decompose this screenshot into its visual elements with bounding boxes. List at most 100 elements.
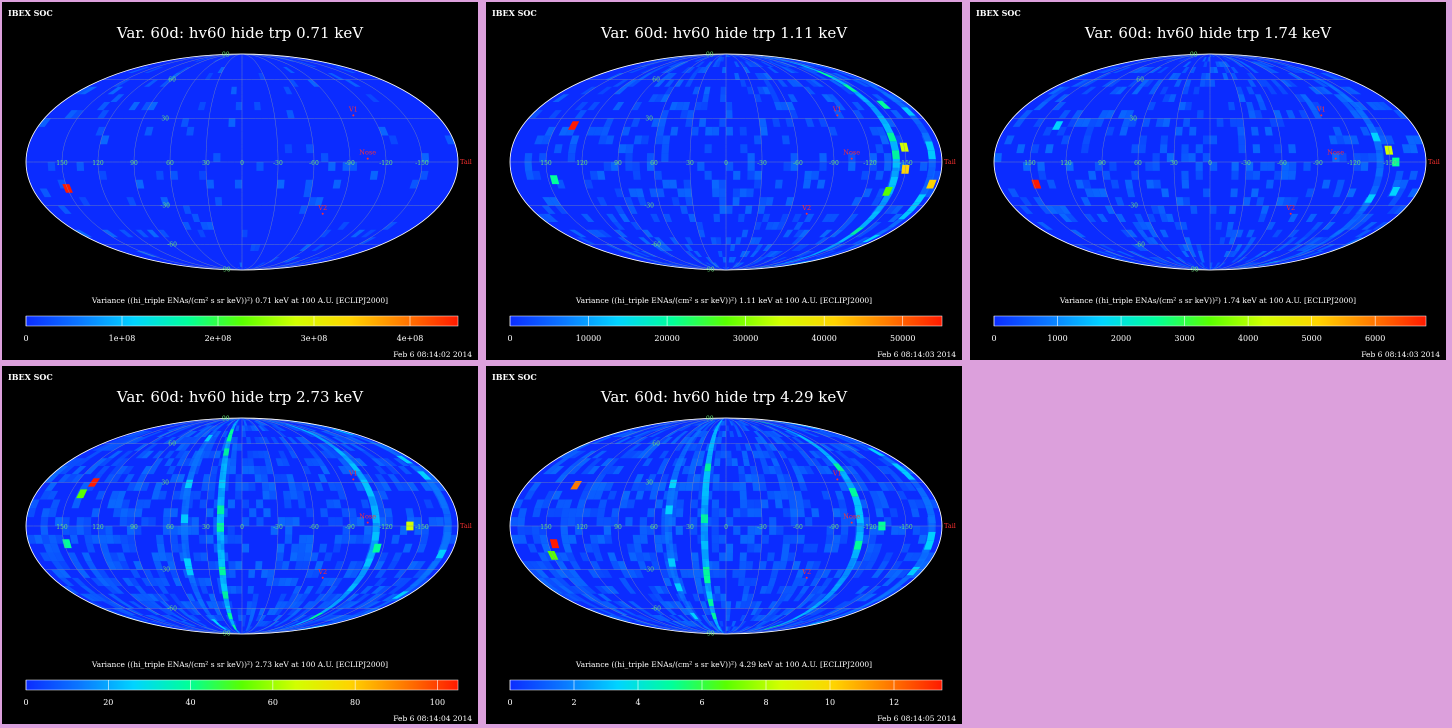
sky-cell (765, 586, 774, 594)
sky-cell (1281, 170, 1289, 180)
sky-cell (808, 593, 822, 602)
sky-cell (635, 188, 645, 198)
sky-cell (213, 431, 222, 437)
sky-cell (691, 621, 703, 627)
sky-cell (1145, 162, 1153, 171)
sky-cell (839, 86, 855, 95)
sky-cell (660, 244, 673, 251)
hotspot-cell (549, 175, 560, 185)
sky-cell (720, 421, 725, 426)
sky-cell (334, 67, 357, 73)
sky-cell (242, 267, 247, 270)
sky-cell (747, 626, 763, 631)
streak-cell (667, 488, 676, 497)
sky-cell (818, 118, 829, 127)
streak-cell (699, 423, 709, 430)
streak-cell (360, 479, 372, 488)
streak-cell (358, 566, 370, 576)
sky-cell (712, 126, 720, 136)
sky-cell (688, 73, 698, 80)
sky-cell (1246, 86, 1255, 95)
streak-cell (796, 434, 812, 442)
ibex-soc-header: IBEX SOC (492, 372, 537, 382)
sky-cell (313, 621, 338, 627)
sky-cell (352, 608, 373, 615)
sky-cell (1051, 205, 1065, 214)
sky-cell (644, 482, 654, 491)
sky-cell (761, 421, 785, 426)
streak-cell (229, 619, 235, 625)
sky-cell (1257, 102, 1267, 111)
sky-cell (242, 418, 247, 421)
sky-cell (230, 450, 237, 459)
sky-cell (1210, 162, 1218, 171)
sky-cell (741, 626, 753, 631)
sky-cell (1288, 170, 1297, 180)
sky-cell (865, 543, 876, 553)
sky-cell (600, 126, 611, 136)
sky-cell (779, 102, 790, 111)
sky-cell (625, 144, 634, 154)
sky-cell (611, 615, 634, 621)
lat-label: 90 (222, 52, 230, 59)
sky-cell (231, 443, 238, 451)
sky-cell (640, 257, 663, 263)
sky-cell (739, 188, 747, 198)
sky-cell (1161, 188, 1170, 198)
sky-cell (228, 561, 236, 570)
sky-cell (339, 443, 356, 451)
streak-cell (828, 248, 851, 256)
streak-cell (854, 505, 864, 515)
sky-cell (110, 586, 125, 594)
streak-cell (429, 558, 443, 567)
sky-cell (587, 569, 600, 578)
sky-cell (726, 631, 731, 634)
streak-cell (226, 434, 233, 442)
sky-cell (229, 466, 236, 475)
sky-cell (302, 601, 315, 609)
sky-cell (657, 118, 667, 127)
sky-cell (839, 534, 848, 544)
sky-cell (628, 188, 638, 198)
sky-cell (1246, 73, 1257, 80)
marker-label: Tail (460, 522, 472, 530)
sky-cell (67, 552, 79, 562)
sky-cell (323, 552, 333, 562)
hotspot-cell (76, 489, 88, 499)
streak-cell (1375, 150, 1384, 159)
sky-cell (1254, 94, 1264, 102)
sky-cell (275, 458, 284, 466)
lat-label: 60 (652, 441, 660, 448)
streak-cell (1322, 234, 1339, 242)
sky-cell (655, 543, 664, 553)
sky-cell (1250, 188, 1259, 198)
colorbar (25, 679, 459, 691)
sky-cell (766, 626, 792, 631)
sky-cell (96, 102, 111, 111)
sky-cell (784, 425, 805, 431)
sky-cell (622, 79, 638, 87)
sky-cell (788, 499, 797, 509)
sky-cell (300, 615, 316, 621)
sky-cell (39, 188, 52, 198)
sky-cell (738, 474, 746, 483)
sky-cell (55, 534, 65, 544)
sky-cell (1295, 67, 1317, 73)
sky-cell (343, 466, 356, 475)
sky-cell (305, 508, 314, 518)
sky-cell (685, 431, 696, 437)
sky-cell (903, 482, 917, 491)
sky-cell (414, 517, 422, 526)
sky-cell (726, 102, 733, 111)
sky-cell (563, 593, 582, 602)
sky-cell (618, 213, 631, 222)
sky-cell (826, 526, 834, 535)
sky-cell (820, 569, 832, 578)
sky-cell (1148, 86, 1159, 95)
sky-cell (223, 626, 232, 631)
sky-cell (1289, 197, 1299, 206)
sky-cell (739, 621, 747, 627)
sky-cell (726, 543, 734, 553)
colorbar-tick-label: 20 (103, 698, 114, 707)
